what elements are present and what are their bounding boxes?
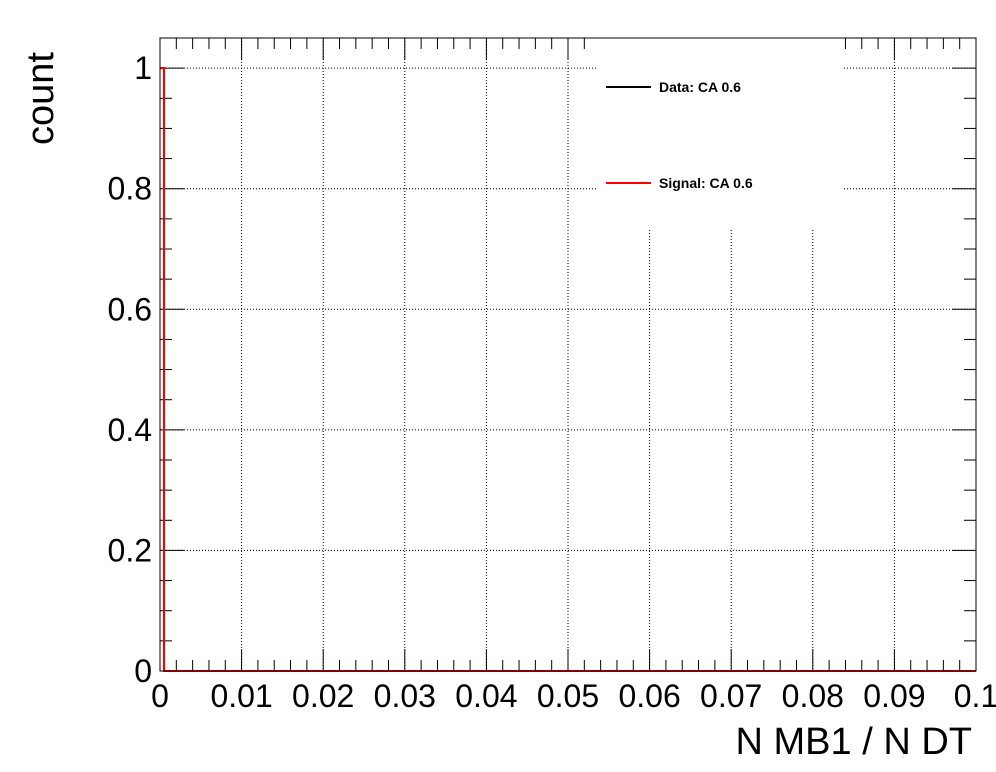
y-tick-label: 0.8 [108,171,152,207]
plot-frame [159,37,977,672]
x-tick-label: 0.06 [618,678,680,714]
x-tick-label: 0.04 [455,678,517,714]
x-tick-label: 0.1 [954,678,996,714]
y-tick-label: 1 [134,50,152,86]
x-tick-label: 0 [151,678,169,714]
x-tick-label: 0.07 [700,678,762,714]
x-tick-label: 0.03 [374,678,436,714]
y-tick-label: 0 [134,653,152,689]
x-tick-label: 0.09 [863,678,925,714]
x-tick-label: 0.08 [782,678,844,714]
y-tick-label: 0.4 [108,412,152,448]
x-tick-label: 0.01 [210,678,272,714]
tick-labels: 0 0.01 0.02 0.03 0.04 0.05 0.06 0.07 0.08 0.09 0.1… [108,50,996,714]
legend: Data: CA 0.6 Signal: CA 0.6 [606,79,753,191]
x-tick-label: 0.05 [537,678,599,714]
y-axis-title: count [20,52,62,145]
y-tick-label: 0.6 [108,291,152,327]
x-tick-label: 0.02 [292,678,354,714]
legend-box [597,30,844,230]
grid-lines [160,38,976,671]
legend-label: Data: CA 0.6 [659,79,741,95]
y-tick-label: 0.2 [108,532,152,568]
x-axis-title: N MB1 / N DT [736,721,972,763]
legend-label: Signal: CA 0.6 [659,175,753,191]
axis-ticks [159,37,977,672]
